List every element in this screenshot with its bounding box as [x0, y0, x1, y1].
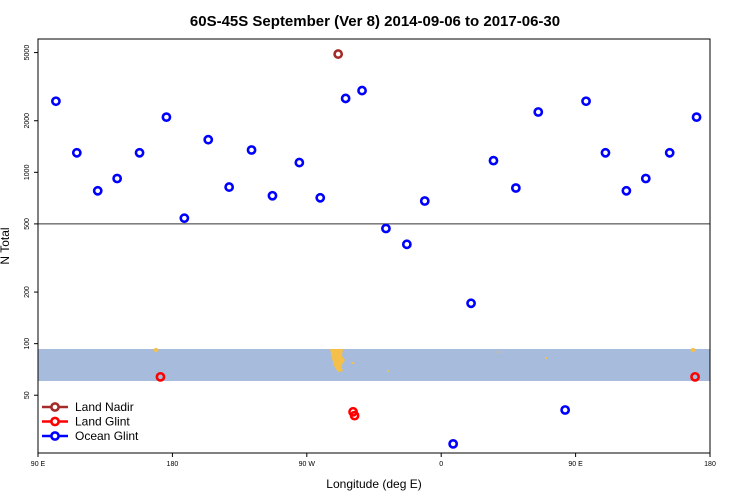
land-speck [544, 357, 548, 359]
y-tick-label: 200 [24, 286, 31, 298]
y-tick-label: 2000 [24, 113, 31, 129]
land-speck [330, 349, 345, 372]
land-speck [690, 348, 696, 352]
ocean-glint-point [533, 107, 544, 117]
land-glint-point [690, 371, 700, 382]
ocean-glint-point [92, 185, 103, 196]
x-tick-label: 90 E [31, 461, 46, 468]
x-axis-ticks: 90 E 180 90 W 0 90 E 180 [31, 453, 716, 468]
ocean-glint-point [640, 173, 651, 184]
ocean-glint-point [357, 85, 367, 96]
ocean-glint-point [664, 147, 675, 158]
ocean-glint-point [203, 134, 214, 145]
x-tick-label: 90 E [568, 461, 583, 468]
x-tick-label: 90 W [299, 461, 316, 468]
ocean-glint-point [466, 298, 476, 309]
ocean-glint-point [621, 185, 632, 196]
land-nadir-point [333, 49, 344, 59]
y-axis-label: N Total [0, 227, 12, 264]
y-tick-label: 500 [24, 218, 31, 230]
ocean-glint-point [267, 190, 278, 201]
ocean-glint-point [294, 157, 305, 168]
ocean-glint-point [560, 405, 571, 415]
ocean-glint-point [51, 96, 61, 107]
legend-label: Land Nadir [75, 400, 134, 414]
land-glint-point [349, 410, 360, 421]
ocean-glint-point [246, 145, 257, 155]
ocean-glint-point [112, 173, 123, 184]
land-speck [351, 362, 355, 364]
chart-title: 60S-45S September (Ver 8) 2014-09-06 to … [190, 13, 560, 30]
x-tick-label: 180 [704, 461, 716, 468]
ocean-glint-point [179, 213, 190, 224]
ocean-glint-point [315, 192, 326, 203]
y-tick-label: 5000 [24, 45, 31, 61]
land-band [38, 348, 710, 381]
band-rect [38, 349, 710, 381]
land-speck [387, 370, 389, 372]
legend-label: Land Glint [75, 415, 130, 429]
y-tick-label: 100 [24, 338, 31, 350]
ocean-glint-point [691, 112, 702, 123]
data-points [51, 49, 702, 449]
ocean-glint-point [419, 196, 430, 206]
ocean-glint-point [600, 147, 611, 158]
ocean-glint-point [510, 183, 521, 193]
ocean-glint-point [401, 239, 412, 250]
legend-marker [50, 402, 60, 412]
y-tick-label: 1000 [24, 164, 31, 180]
ocean-glint-point [581, 96, 591, 107]
ocean-glint-point [340, 93, 351, 104]
land-speck [498, 351, 500, 353]
ocean-glint-point [224, 182, 235, 192]
ocean-glint-point [448, 438, 459, 449]
legend-marker [50, 431, 60, 441]
plot-frame [37, 38, 711, 454]
ocean-glint-point [71, 147, 82, 158]
ocean-glint-point [381, 223, 391, 234]
legend-marker [50, 416, 60, 427]
land-glint-point [155, 371, 166, 382]
x-axis-label: Longitude (deg E) [326, 477, 421, 491]
ocean-glint-point [161, 112, 172, 123]
land-speck [153, 348, 159, 352]
x-tick-label: 180 [167, 461, 179, 468]
ocean-glint-point [488, 155, 499, 166]
y-axis-ticks: 50 100 200 500 1000 2000 5000 [24, 45, 38, 399]
x-tick-label: 0 [439, 461, 443, 468]
y-tick-label: 50 [24, 391, 31, 399]
ocean-glint-point [134, 147, 145, 158]
legend-label: Ocean Glint [75, 429, 139, 443]
